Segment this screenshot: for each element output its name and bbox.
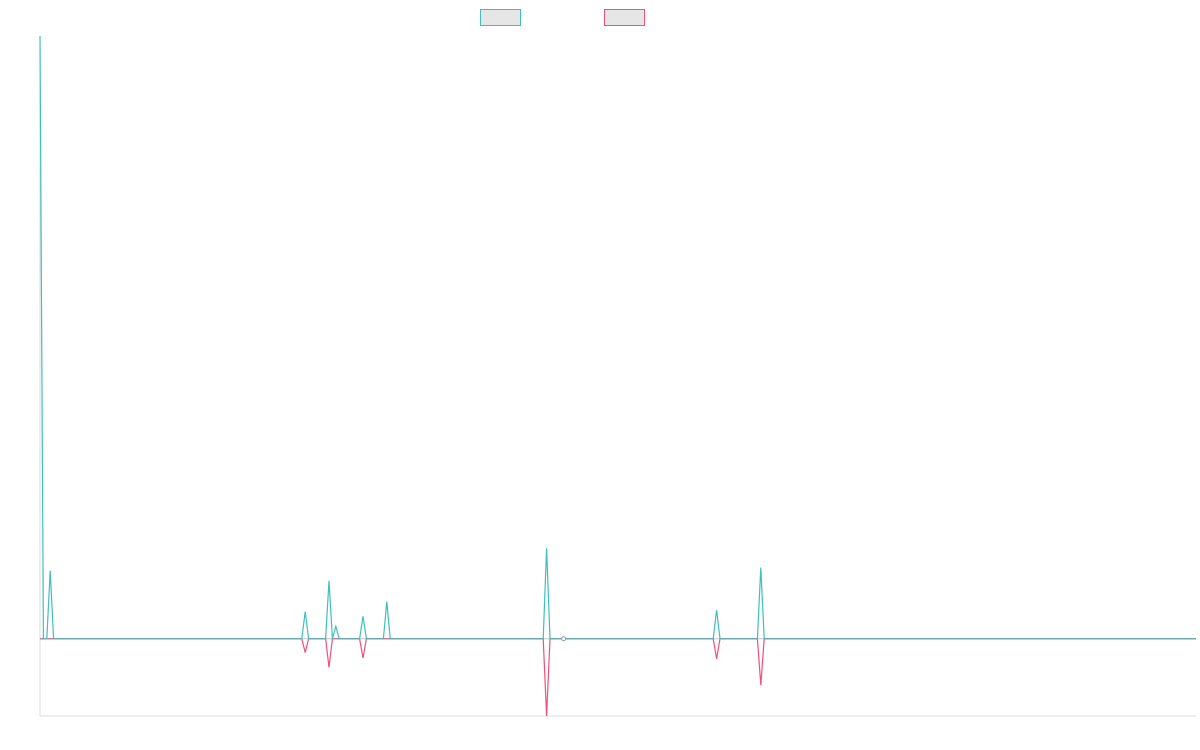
series-layer bbox=[39, 35, 1196, 717]
legend-swatch-series-2[interactable] bbox=[604, 9, 645, 26]
axes bbox=[39, 36, 1196, 717]
legend-swatch-series-1[interactable] bbox=[480, 9, 521, 26]
series-1-line bbox=[39, 35, 1196, 640]
legend[interactable] bbox=[480, 9, 645, 26]
markers bbox=[561, 636, 567, 642]
series-2-line bbox=[40, 638, 1196, 717]
data-point-marker bbox=[561, 636, 567, 642]
